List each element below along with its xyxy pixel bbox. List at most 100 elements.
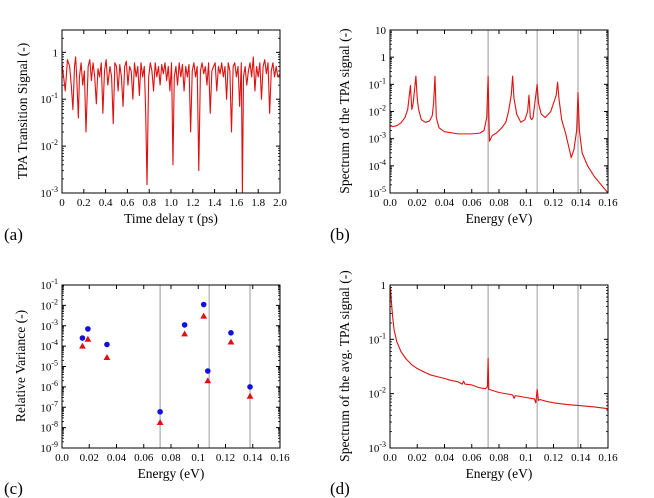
panel-a-xtick-label: 2.0 <box>273 197 287 209</box>
panel-c-ytick-label: 10-6 <box>40 379 58 394</box>
panel-d: 0.0 0.02 0.04 0.06 0.08 0.1 0.12 0.14 0.16 10-3 10… <box>330 270 618 498</box>
panel-c-point-circle <box>104 341 110 348</box>
panel-d-xtick-label: 0.16 <box>598 452 618 464</box>
panel-c-ytick-label: 10-5 <box>40 359 58 374</box>
panel-c-ytick-label: 10-4 <box>40 338 58 353</box>
panel-c-point-circle <box>157 408 163 415</box>
panel-b-ytick-label: 10-2 <box>368 104 386 119</box>
panel-c-ylabel: Relative Variance (-) <box>13 310 28 422</box>
panel-c-point-circle <box>181 322 188 328</box>
panel-d-xtick-label: 0.08 <box>489 452 509 464</box>
panel-b-ytick-label: 10-1 <box>368 76 386 91</box>
panel-a-xtick-label: 0.4 <box>99 197 113 209</box>
panel-b-xtick-label: 0.16 <box>598 197 618 209</box>
panel-c-xtick-label: 0.0 <box>55 452 69 464</box>
panel-d-series-line <box>389 284 609 410</box>
panel-b-xtick-label: 0.1 <box>519 197 533 209</box>
panel-d-xtick-label: 0.1 <box>519 452 533 464</box>
panel-a-ytick-label: 10-2 <box>40 138 58 153</box>
panel-c-xtick-label: 0.1 <box>191 452 205 464</box>
panel-b-ytick-label: 1 <box>381 52 387 64</box>
panel-c-ytick-label: 10-3 <box>40 318 58 333</box>
panel-a-xlabel: Time delay τ (ps) <box>124 211 218 226</box>
panel-c-ytick-label: 10-2 <box>40 297 58 312</box>
panel-a-xtick-label: 1.0 <box>164 197 178 209</box>
panel-a-xtick-label: 0 <box>59 197 65 209</box>
panel-b-xtick-label: 0.06 <box>462 197 482 209</box>
panel-b-ylabel: Spectrum of the TPA signal (-) <box>337 28 352 193</box>
panel-d-xtick-label: 0.14 <box>571 452 591 464</box>
panel-d-xlabel: Energy (eV) <box>466 466 533 481</box>
panel-d-xtick-label: 0.12 <box>544 452 563 464</box>
panel-c-point-triangle <box>200 312 208 319</box>
panel-c-point-triangle <box>84 335 92 342</box>
panel-c-ytick-label: 10-8 <box>40 420 58 435</box>
panel-a-series-line <box>61 56 281 194</box>
panel-c-ytick-label: 10-1 <box>40 277 58 292</box>
panel-c-xtick-label: 0.06 <box>134 452 154 464</box>
panel-d-ytick-label: 10-2 <box>368 386 386 401</box>
panel-d-label: (d) <box>330 479 350 498</box>
panel-c-ytick-label: 10-7 <box>40 399 58 414</box>
panel-c-xtick-label: 0.04 <box>107 452 127 464</box>
panel-d-ylabel: Spectrum of the avg. TPA signal (-) <box>337 270 352 462</box>
panel-c-point-triangle <box>103 353 111 360</box>
panel-c-point-circle <box>204 368 211 374</box>
panel-c-point-circle <box>85 326 91 332</box>
panel-c-point-circle <box>228 330 234 336</box>
panel-a-ytick-label: 10-3 <box>40 185 58 200</box>
panel-d-plot: 0.0 0.02 0.04 0.06 0.08 0.1 0.12 0.14 0.16 10-3 10… <box>368 280 618 464</box>
panel-d-ytick-label: 10-3 <box>368 440 386 455</box>
panel-c-plot: 0.0 0.02 0.04 0.06 0.08 0.1 0.12 0.14 0.16 10-9 10… <box>40 277 290 464</box>
panel-d-xtick-label: 0.04 <box>435 452 455 464</box>
panel-d-xtick-label: 0.0 <box>383 452 397 464</box>
panel-d-xtick-label: 0.06 <box>462 452 482 464</box>
panel-c-point-triangle <box>156 419 164 425</box>
panel-b-xlabel: Energy (eV) <box>466 211 533 226</box>
panel-c-label: (c) <box>4 479 23 498</box>
panel-b-ytick-label: 10-5 <box>368 185 386 200</box>
panel-a-xtick-label: 0.6 <box>121 197 135 209</box>
panel-c-point-circle <box>200 301 207 308</box>
panel-a-xtick-label: 1.4 <box>208 197 222 209</box>
panel-d-ytick-label: 1 <box>381 280 387 292</box>
panel-a-xtick-label: 0.8 <box>142 197 156 209</box>
panel-d-frame <box>389 284 609 449</box>
panel-b-xtick-label: 0.12 <box>544 197 563 209</box>
panel-c-point-circle <box>247 384 253 390</box>
panel-c-frame <box>61 284 281 449</box>
panel-b-series-line <box>389 75 609 194</box>
panel-a-frame <box>61 29 281 194</box>
panel-b-ytick-label: 10-4 <box>368 158 386 173</box>
panel-c-point-triangle <box>181 330 189 337</box>
panel-b-label: (b) <box>330 225 350 244</box>
panel-c-point-circle <box>79 335 86 341</box>
panel-c-xtick-label: 0.16 <box>270 452 290 464</box>
panel-b-ytick-label: 10-3 <box>368 131 386 146</box>
panel-c-xtick-label: 0.14 <box>243 452 263 464</box>
panel-b-xtick-label: 0.02 <box>408 197 427 209</box>
panel-d-ytick-label: 10-1 <box>368 331 386 346</box>
panel-c-point-triangle <box>246 392 254 399</box>
panel-a-xtick-label: 0.2 <box>77 197 91 209</box>
panel-c-xlabel: Energy (eV) <box>138 466 205 481</box>
panel-c: 0.0 0.02 0.04 0.06 0.08 0.1 0.12 0.14 0.16 10-9 10… <box>4 277 290 498</box>
panel-a-ylabel: TPA Transition Signal (-) <box>15 43 30 179</box>
panel-c-point-triangle <box>227 338 235 345</box>
panel-a-ytick-label: 10-1 <box>40 91 58 106</box>
panel-b-xtick-label: 0.14 <box>571 197 591 209</box>
panel-c-xtick-label: 0.02 <box>80 452 99 464</box>
panel-c-point-triangle <box>79 342 86 349</box>
panel-b-frame <box>389 29 609 194</box>
panel-a-xtick-label: 1.6 <box>230 197 244 209</box>
panel-a-plot: 0 0.2 0.4 0.6 0.8 1.0 1.2 1.4 1.6 1.8 2.0 10-3 10-2 1… <box>40 30 287 209</box>
panel-b-xtick-label: 0.08 <box>489 197 509 209</box>
panel-a-xtick-label: 1.2 <box>186 197 200 209</box>
panel-a-xtick-label: 1.8 <box>251 197 265 209</box>
panel-b-ytick-label: 10 <box>375 25 387 37</box>
panel-a: 0 0.2 0.4 0.6 0.8 1.0 1.2 1.4 1.6 1.8 2.0 10-3 10-2 1… <box>4 29 287 244</box>
panel-a-label: (a) <box>4 225 23 244</box>
panel-c-ytick-label: 10-9 <box>40 440 58 455</box>
panel-a-ytick-label: 1 <box>53 47 59 59</box>
